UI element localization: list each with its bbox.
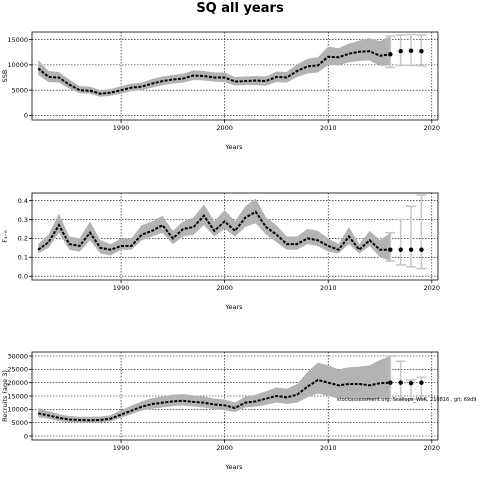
forecast-point [388,52,393,57]
panel-2: 1990 2000 2010 2020 0.0 0.1 0.2 0.3 0.4 Years F₄₋₆ [1,192,441,311]
y-tick-label: 15000 [7,392,28,400]
x-tick-label: 1990 [113,124,130,132]
y-tick-label: 0.2 [18,235,28,243]
y-axis-label: Recruits (age 3) [1,370,9,422]
y-tick-label: 0.0 [18,273,28,281]
x-tick-label: 2020 [424,284,441,292]
x-axis-label: Years [224,303,243,311]
y-tick-label: 15000 [7,36,28,44]
forecast-point [398,380,403,385]
y-tick-label: 30000 [7,352,28,360]
forecast-point [388,380,393,385]
forecast-point [419,380,424,385]
x-tick-label: 2000 [216,124,233,132]
forecast-point [419,49,424,54]
y-tick-label: 20000 [7,379,28,387]
y-tick-label: 0.4 [18,197,28,205]
forecast-point [419,247,424,252]
x-tick-label: 2020 [424,124,441,132]
watermark-text: stockassessment.org, Scallops_WoK, 21081… [337,397,476,403]
panels: 1990 2000 2010 2020050001000015000YearsSSB1… [1,31,476,471]
y-tick-label: 5000 [11,86,28,94]
forecast-point [408,48,414,53]
x-axis-label: Years [224,143,243,151]
forecast-point [408,247,414,252]
confidence-band [38,36,391,97]
y-tick-label: 5000 [11,419,28,427]
y-tick-label: 0 [24,112,28,120]
confidence-band [38,356,391,423]
x-tick-label: 2000 [216,284,233,292]
panel-3: 1990 2000 2010 2020 0 5000 10000 15000 20000 2500… [1,351,441,471]
axes-frame [31,31,439,121]
x-tick-label: 2010 [320,124,337,132]
x-tick-label: 2010 [320,284,337,292]
forecast-point [388,247,393,252]
y-tick-label: 25000 [7,366,28,374]
y-axis-label: F₄₋₆ [1,230,9,243]
x-tick-label: 2020 [424,444,441,452]
y-tick-label: 0 [24,432,28,440]
y-tick-label: 10000 [7,61,28,69]
forecast-point [398,247,403,252]
forecast-point [398,49,403,54]
estimate-line [37,50,391,95]
axes-frame [31,192,439,281]
y-tick-label: 0.3 [18,216,28,224]
x-tick-label: 2000 [216,444,233,452]
y-tick-label: 0.1 [18,254,28,262]
x-axis-label: Years [224,463,243,471]
x-tick-label: 1990 [113,444,130,452]
figure-title: SQ all years [196,1,284,16]
x-tick-label: 1990 [113,284,130,292]
estimate-line [38,378,391,422]
x-tick-label: 2010 [320,444,337,452]
y-axis-label: SSB [1,70,9,83]
forecast-point [408,381,414,386]
y-tick-label: 10000 [7,406,28,414]
panel-1: 1990 2000 2010 2020 0 5000 10000 15000 Years SSB [1,31,441,151]
estimate-line [37,210,391,252]
